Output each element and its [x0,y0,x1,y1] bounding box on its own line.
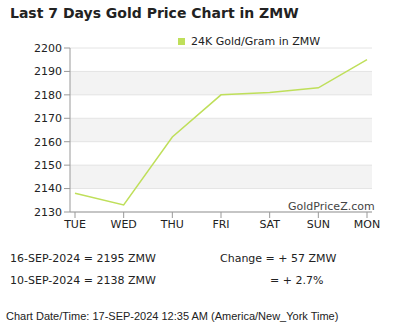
svg-text:2130: 2130 [34,206,62,219]
svg-text:TUE: TUE [63,218,86,231]
html-text:Chart Date/Time: 17-SEP-2024 1: Chart Date/Time: 17-SEP-2024 12:35 AM (A… [6,310,339,322]
svg-text:2190: 2190 [34,65,62,78]
svg-text:2170: 2170 [34,112,62,125]
svg-text:2150: 2150 [34,159,62,172]
svg-text:SUN: SUN [307,218,330,231]
html-text:16-SEP-2024 = 2195 ZMW: 16-SEP-2024 = 2195 ZMW [10,252,156,265]
svg-text:2160: 2160 [34,136,62,149]
svg-text:2200: 2200 [34,42,62,55]
svg-text:WED: WED [111,218,137,231]
html-text:Last 7 Days Gold Price Chart i: Last 7 Days Gold Price Chart in ZMW [10,5,299,21]
svg-text:SAT: SAT [259,218,280,231]
svg-text:2140: 2140 [34,182,62,195]
html-text:10-SEP-2024 = 2138 ZMW: 10-SEP-2024 = 2138 ZMW [10,274,156,287]
svg-text:2180: 2180 [34,89,62,102]
svg-text:FRI: FRI [212,218,229,231]
html-text:GoldPriceZ.com: GoldPriceZ.com [288,200,375,213]
html-text:Change = + 57 ZMW: Change = + 57 ZMW [220,252,337,265]
svg-text:MON: MON [354,218,380,231]
html-text:= + 2.7%: = + 2.7% [270,274,324,287]
html-text:24K Gold/Gram in ZMW: 24K Gold/Gram in ZMW [191,35,321,48]
svg-text:THU: THU [160,218,184,231]
